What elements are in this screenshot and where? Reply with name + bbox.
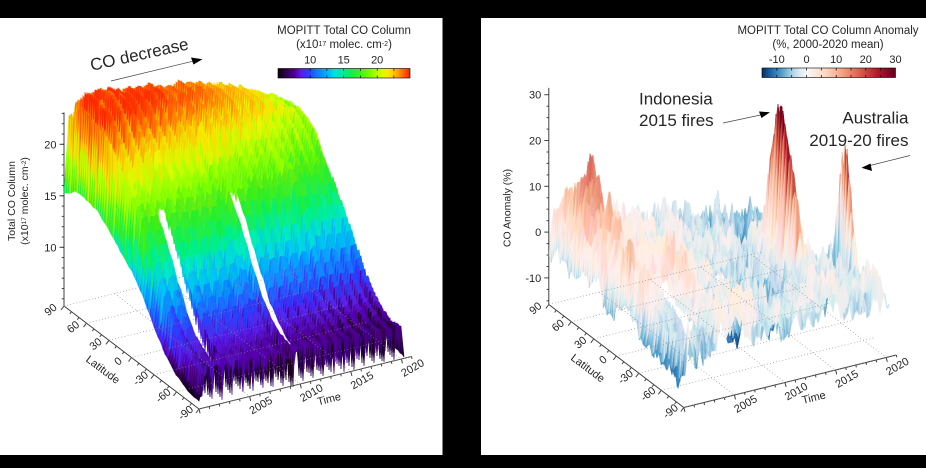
svg-text:0: 0: [803, 54, 809, 66]
svg-text:MOPITT Total CO Column Anomaly: MOPITT Total CO Column Anomaly: [737, 25, 918, 37]
svg-text:10: 10: [830, 54, 842, 66]
svg-text:15: 15: [44, 191, 56, 203]
svg-text:CO Anomaly (%): CO Anomaly (%): [502, 169, 514, 247]
svg-text:0: 0: [535, 227, 541, 239]
svg-text:Total CO Column: Total CO Column: [6, 161, 18, 241]
svg-text:(%, 2000-2020 mean): (%, 2000-2020 mean): [772, 39, 883, 51]
svg-text:MOPITT Total CO Column: MOPITT Total CO Column: [277, 25, 411, 37]
svg-text:30: 30: [529, 90, 541, 102]
svg-text:Time: Time: [316, 391, 342, 408]
svg-text:10: 10: [44, 242, 56, 254]
svg-text:Indonesia: Indonesia: [639, 90, 713, 109]
svg-text:(x1017 molec. cm-2): (x1017 molec. cm-2): [19, 157, 31, 245]
svg-text:(x1017 molec. cm-2): (x1017 molec. cm-2): [296, 39, 392, 51]
svg-text:20: 20: [44, 139, 56, 151]
svg-text:30: 30: [889, 54, 901, 66]
svg-text:Australia: Australia: [842, 109, 909, 128]
svg-text:20: 20: [529, 136, 541, 148]
svg-text:Time: Time: [801, 389, 827, 406]
svg-text:20: 20: [371, 55, 383, 67]
svg-text:20: 20: [860, 54, 872, 66]
svg-text:-10: -10: [525, 273, 541, 285]
svg-text:-10: -10: [769, 54, 785, 66]
svg-text:2019-20 fires: 2019-20 fires: [809, 131, 908, 150]
svg-text:10: 10: [529, 181, 541, 193]
svg-text:10: 10: [304, 55, 316, 67]
svg-text:2015 fires: 2015 fires: [639, 111, 714, 130]
svg-text:15: 15: [338, 55, 350, 67]
